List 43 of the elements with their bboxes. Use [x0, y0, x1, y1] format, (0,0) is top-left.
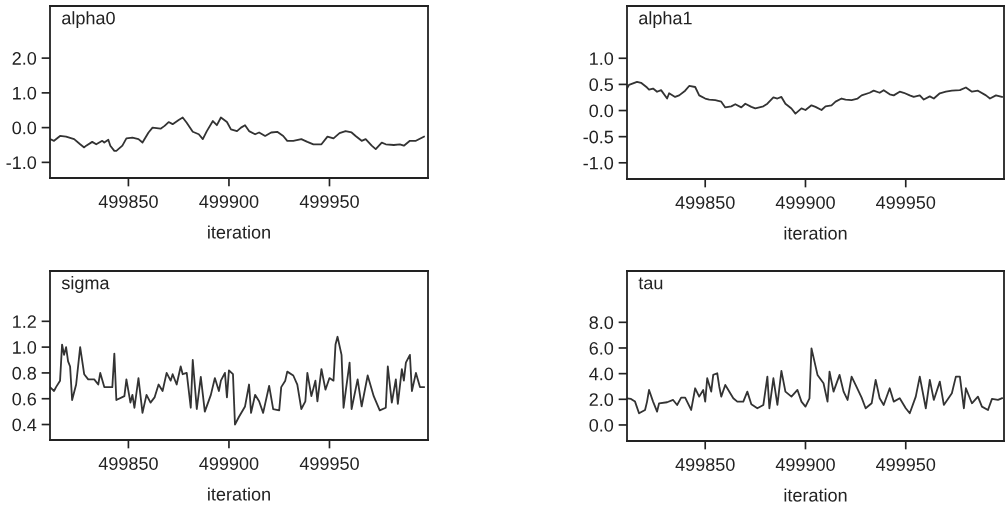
x-axis-title: iteration — [784, 226, 847, 240]
x-tick-label: 499900 — [775, 458, 835, 471]
y-tick-label: 2.0 — [589, 393, 614, 407]
chart-title: alpha1 — [639, 11, 692, 29]
x-tick-label: 499850 — [675, 196, 735, 209]
y-tick-label: 0.8 — [12, 366, 37, 380]
y-tick-label: 0.0 — [12, 121, 37, 135]
x-axis-title: iteration — [784, 488, 847, 502]
y-tick-label: 8.0 — [589, 316, 614, 330]
x-tick-label: 499950 — [299, 457, 359, 470]
line-series — [50, 335, 425, 426]
y-tick-label: 1.0 — [590, 52, 614, 65]
chart-title: tau — [638, 277, 663, 290]
x-tick-label: 499900 — [775, 196, 835, 209]
y-tick-label: 4.0 — [589, 367, 614, 381]
y-tick-label: -1.0 — [583, 156, 614, 170]
line-series — [627, 347, 1003, 415]
y-tick-label: 1.0 — [13, 86, 37, 100]
chart-title: sigma — [61, 276, 110, 293]
line-series — [50, 116, 425, 152]
chart-title: alpha0 — [62, 11, 115, 28]
y-tick-label: 0.0 — [589, 418, 614, 432]
x-tick-label: 499850 — [98, 457, 158, 470]
x-axis-title: iteration — [208, 225, 270, 239]
x-tick-label: 499900 — [199, 457, 259, 470]
x-tick-label: 499950 — [876, 458, 936, 471]
y-tick-label: 1.2 — [13, 315, 36, 328]
y-tick-label: 1.0 — [13, 341, 37, 354]
line-series — [627, 80, 1003, 115]
x-tick-label: 499850 — [675, 458, 735, 471]
y-tick-label: 0.5 — [589, 78, 614, 92]
x-tick-label: 499850 — [98, 195, 158, 208]
x-tick-label: 499950 — [299, 195, 359, 208]
y-tick-label: -1.0 — [6, 156, 37, 170]
y-tick-label: 0.0 — [589, 104, 614, 118]
x-axis-title: iteration — [208, 487, 270, 501]
x-tick-label: 499900 — [199, 195, 259, 208]
x-tick-label: 499950 — [876, 196, 936, 209]
y-tick-label: -0.5 — [583, 130, 614, 144]
y-tick-label: 6.0 — [589, 341, 614, 355]
y-tick-label: 2.0 — [12, 52, 37, 65]
y-tick-label: 0.6 — [12, 392, 37, 406]
y-tick-label: 0.4 — [12, 418, 37, 432]
